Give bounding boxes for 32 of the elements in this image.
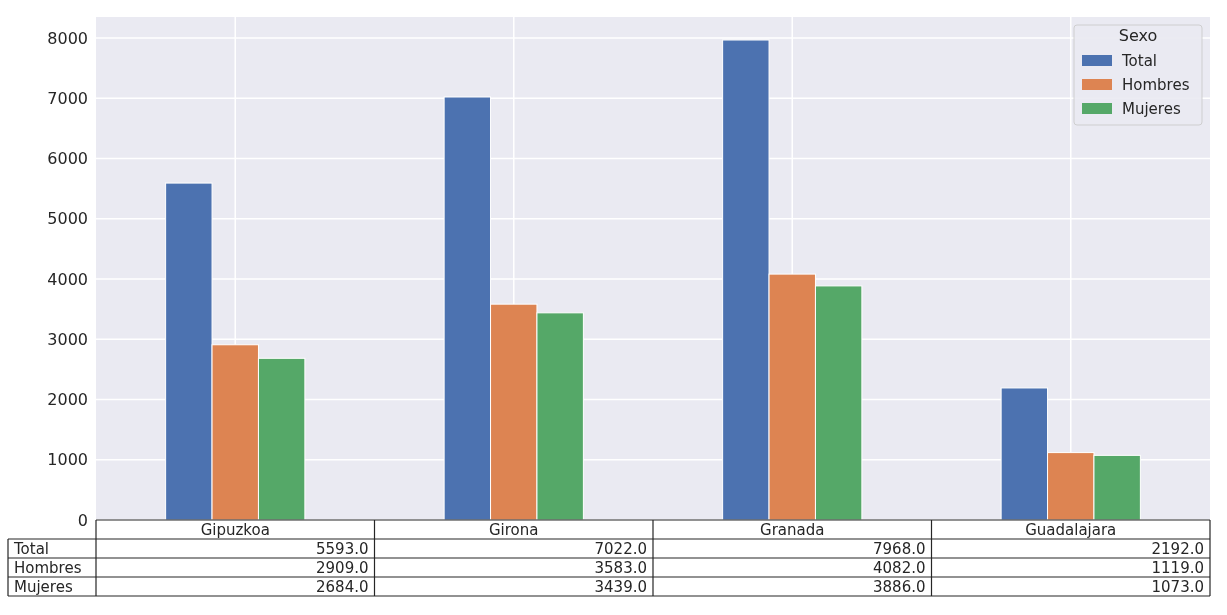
legend-label: Mujeres [1122,100,1181,119]
data-label: 3439.0 [594,577,647,596]
legend-label: Hombres [1122,76,1190,95]
x-tick-label: Granada [760,520,825,539]
y-tick-label: 7000 [47,88,88,108]
text: Mujeres [14,577,73,596]
data-label: 2192.0 [1151,539,1204,558]
data-label: 4082.0 [873,558,926,577]
legend-label: Total [1121,52,1158,71]
y-tick-label: 0 [77,510,88,530]
text: Hombres [14,558,82,577]
data-label: 3583.0 [594,558,647,577]
legend-title: Sexo [1118,26,1158,45]
data-label: 1073.0 [1151,577,1204,596]
y-tick-label: 2000 [47,390,88,410]
x-tick-label: Guadalajara [1025,520,1117,539]
text: Total [14,539,50,558]
data-label: 5593.0 [316,539,369,558]
y-tick-label: 1000 [47,450,88,470]
y-tick-label: 3000 [47,329,88,349]
x-tick-label: Girona [488,520,539,539]
data-label: 1119.0 [1151,558,1204,577]
y-tick-label: 8000 [47,28,88,48]
data-label: 3886.0 [873,577,926,596]
y-tick-label: 4000 [47,269,88,289]
data-label: 7968.0 [873,539,926,558]
y-tick-label: 5000 [47,209,88,229]
data-label: 7022.0 [594,539,647,558]
data-label: 2909.0 [316,558,369,577]
data-label: 2684.0 [316,577,369,596]
y-tick-label: 6000 [47,149,88,169]
x-tick-label: Gipuzkoa [200,520,270,539]
